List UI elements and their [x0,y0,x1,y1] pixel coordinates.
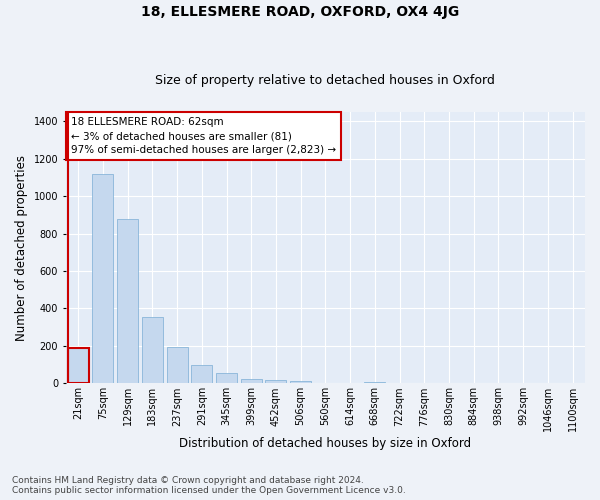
Text: 18, ELLESMERE ROAD, OXFORD, OX4 4JG: 18, ELLESMERE ROAD, OXFORD, OX4 4JG [141,5,459,19]
Bar [68,348,89,384]
Bar [191,365,212,384]
Bar [68,348,89,384]
Bar [167,348,188,384]
Bar [364,382,385,384]
Bar [142,317,163,384]
Text: 18 ELLESMERE ROAD: 62sqm
← 3% of detached houses are smaller (81)
97% of semi-de: 18 ELLESMERE ROAD: 62sqm ← 3% of detache… [71,117,336,155]
Text: Contains HM Land Registry data © Crown copyright and database right 2024.
Contai: Contains HM Land Registry data © Crown c… [12,476,406,495]
Bar [92,174,113,384]
Bar [216,372,237,384]
X-axis label: Distribution of detached houses by size in Oxford: Distribution of detached houses by size … [179,437,472,450]
Bar [117,218,138,384]
Title: Size of property relative to detached houses in Oxford: Size of property relative to detached ho… [155,74,496,87]
Bar [290,381,311,384]
Bar [265,380,286,384]
Y-axis label: Number of detached properties: Number of detached properties [15,154,28,340]
Bar [241,380,262,384]
